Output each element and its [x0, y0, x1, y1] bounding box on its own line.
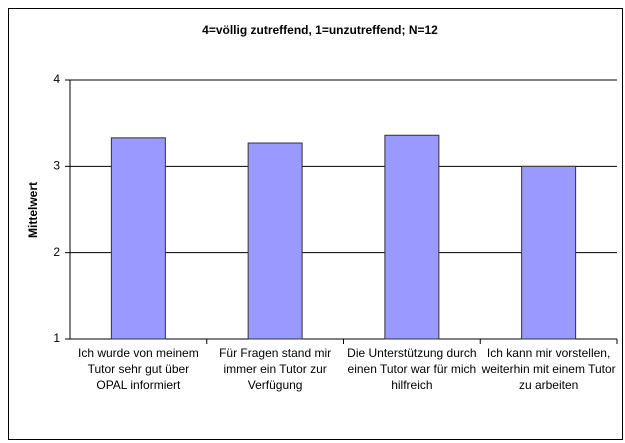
bar [110, 137, 166, 340]
bar [384, 134, 440, 340]
x-tick-label-box: Ich wurde von meinem Tutor sehr gut über… [78, 346, 199, 392]
y-tick-label: 4 [53, 72, 60, 86]
y-tick-label: 2 [53, 245, 60, 259]
x-tick-label: Für Fragen stand mir immer ein Tutor zur… [219, 346, 332, 392]
x-tick-label: Ich wurde von meinem Tutor sehr gut über… [78, 346, 199, 392]
bar [521, 165, 577, 340]
y-tick-label: 3 [53, 159, 60, 173]
bar [247, 142, 303, 340]
y-axis-label: Mittelwert [26, 182, 40, 238]
y-tick-label: 1 [53, 331, 60, 345]
x-tick-label: Die Unterstützung durch einen Tutor war … [347, 346, 477, 392]
x-tick-label-box: Für Fragen stand mir immer ein Tutor zur… [219, 346, 332, 392]
x-tick-label: Ich kann mir vorstellen, weiterhin mit e… [481, 346, 616, 392]
x-tick-label-box: Die Unterstützung durch einen Tutor war … [347, 346, 477, 392]
chart-title: 4=völlig zutreffend, 1=unzutreffend; N=1… [202, 23, 438, 37]
x-tick-label-box: Ich kann mir vorstellen, weiterhin mit e… [481, 346, 616, 392]
